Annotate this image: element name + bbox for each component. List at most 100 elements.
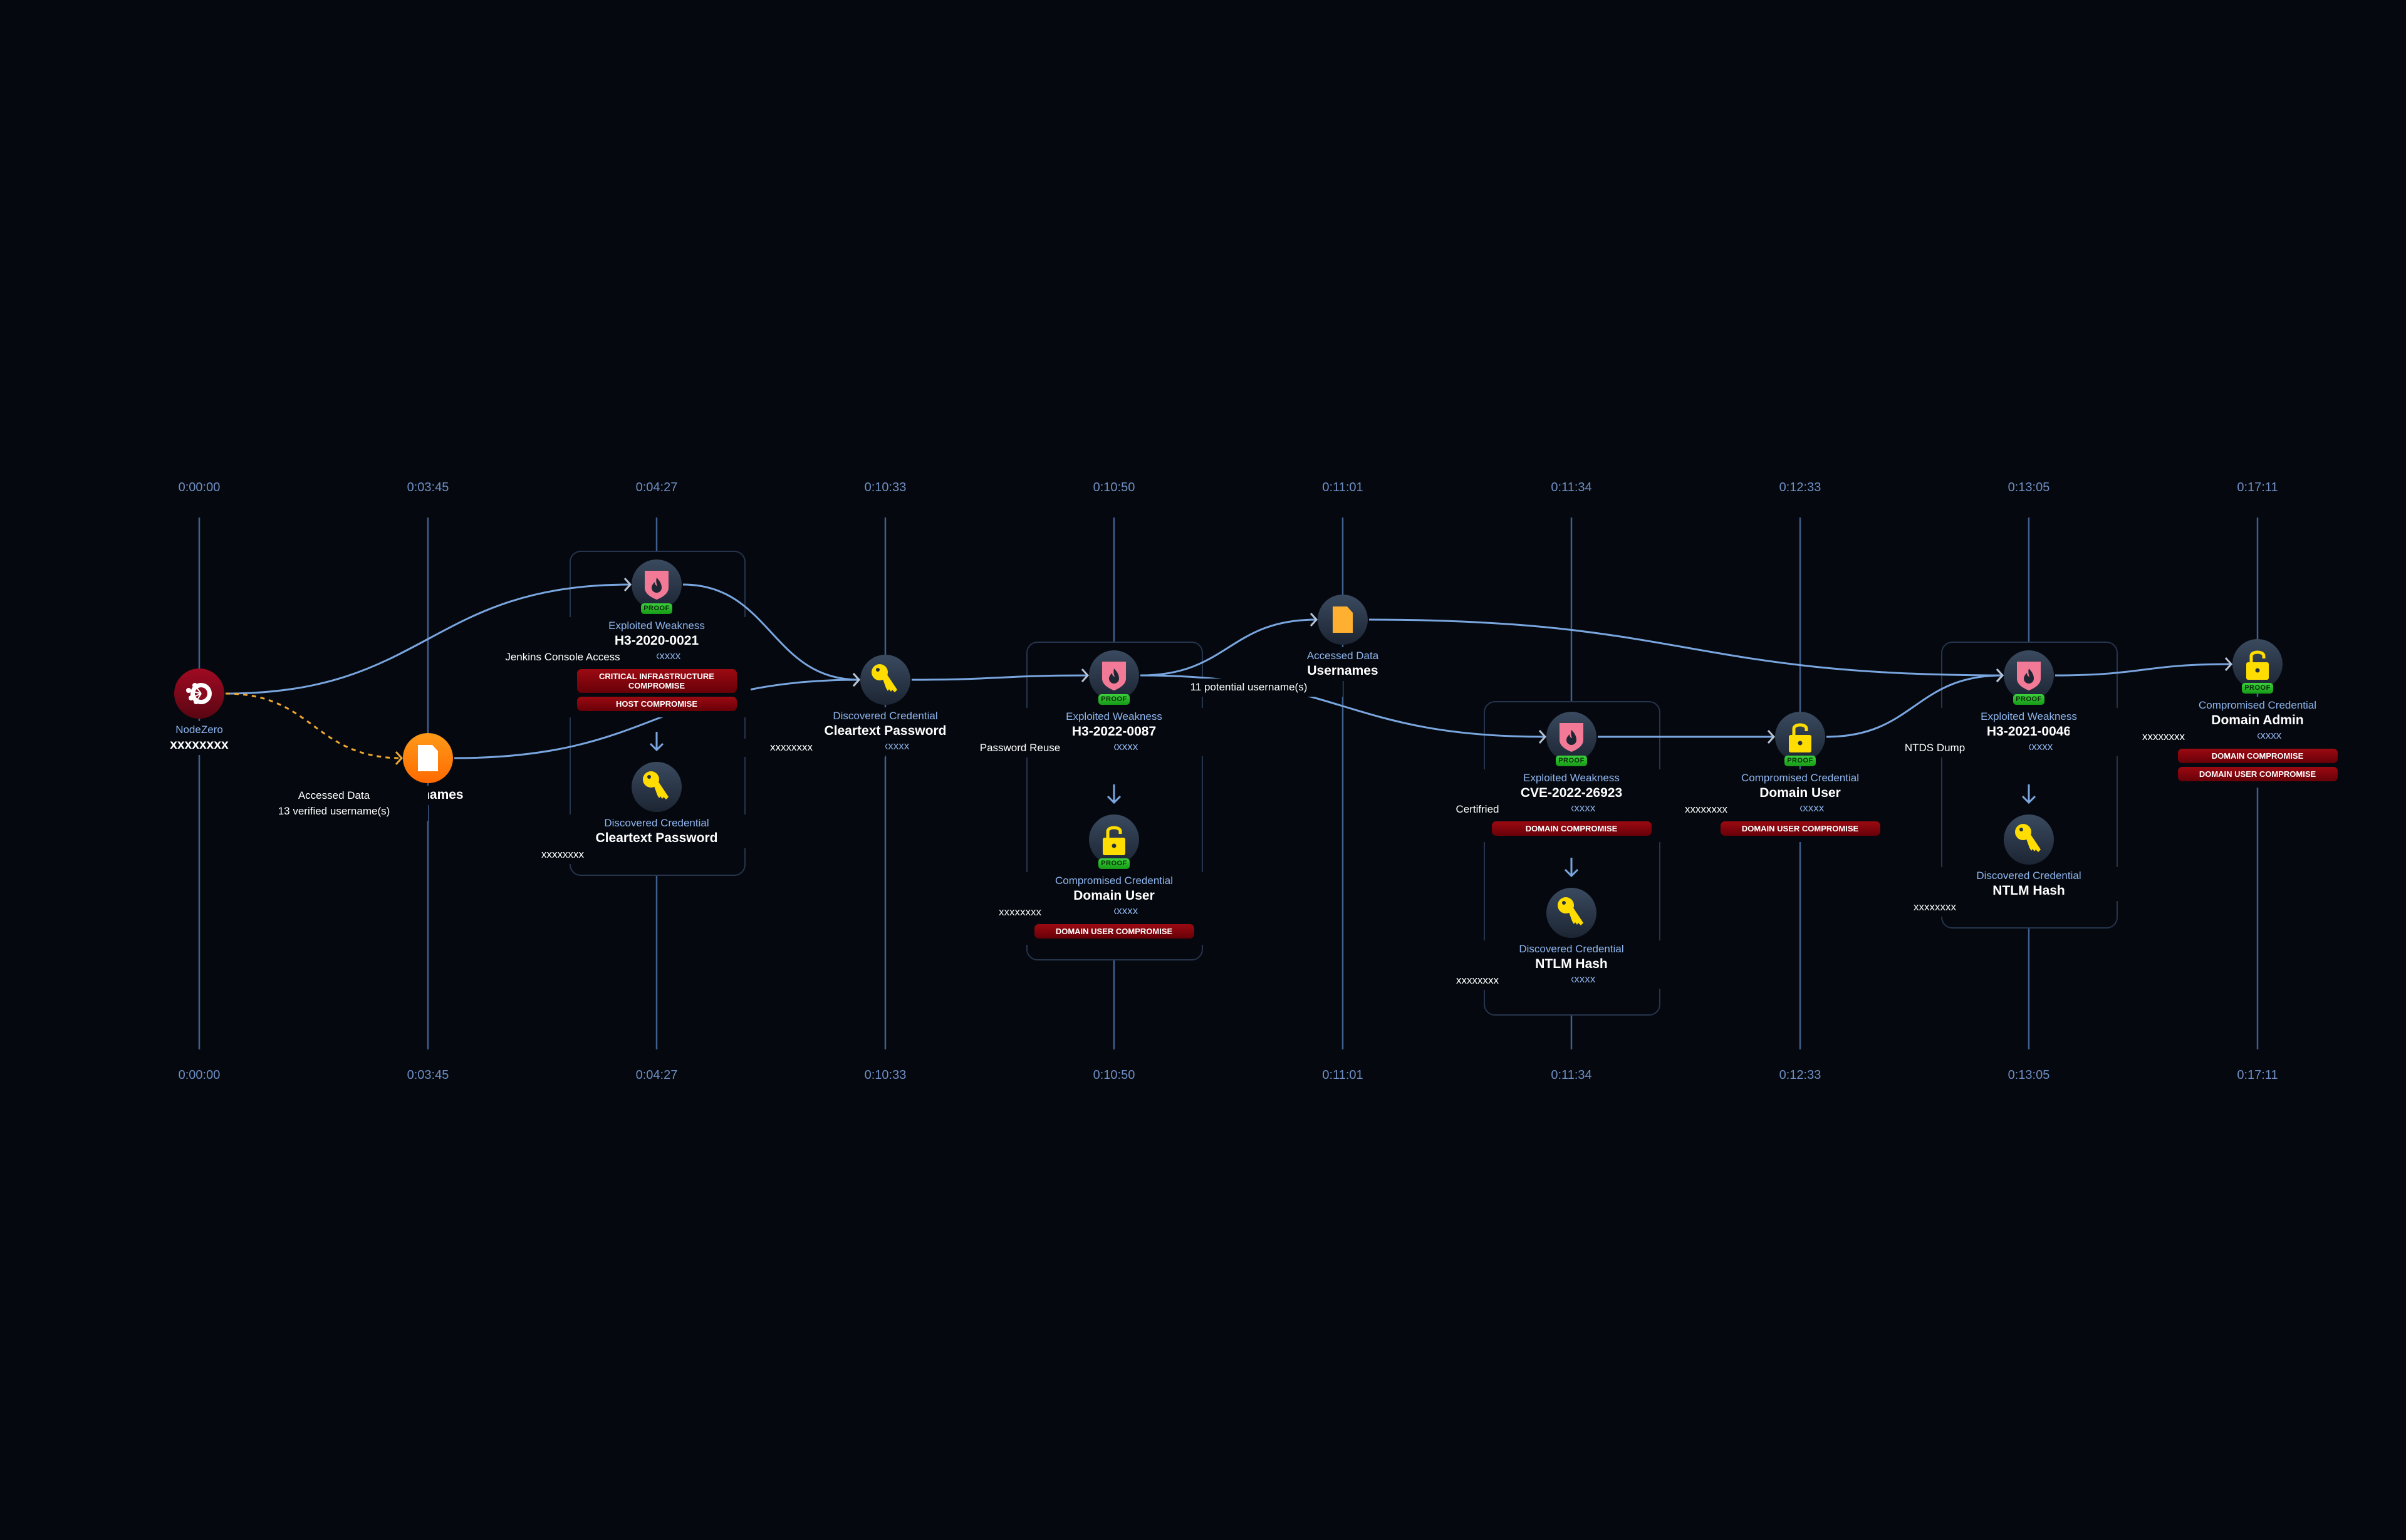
impact-badges: DOMAIN USER COMPROMISE	[1034, 924, 1194, 939]
node-circle[interactable]	[860, 655, 910, 705]
proof-badge[interactable]: PROOF	[1098, 694, 1130, 705]
proof-badge[interactable]: PROOF	[1556, 756, 1587, 766]
node-circle[interactable]	[1775, 712, 1825, 762]
timestamp-top: 0:03:45	[407, 481, 449, 494]
edge-domain-user-2-to-h3-2021-0046[interactable]	[1826, 674, 2003, 738]
node-details: Discovered Credential Cleartext Password x…	[697, 707, 979, 757]
node-category-text: Discovered Credential	[1976, 870, 2081, 882]
arrowhead-icon	[1081, 668, 1090, 683]
node-category-text: Discovered Credential	[833, 710, 938, 722]
timestamp-top: 0:10:33	[864, 481, 907, 494]
node-title-text: H3-2020-0021	[614, 633, 699, 648]
node-title-text: Domain User	[1759, 786, 1841, 800]
shield-flame-icon	[1100, 660, 1128, 691]
timestamp-bottom: 0:10:33	[864, 1068, 907, 1082]
node-circle[interactable]	[403, 733, 453, 783]
node-title-text: H3-2021-0046	[1986, 724, 2071, 739]
node-circle[interactable]	[1318, 595, 1368, 645]
proof-badge[interactable]: PROOF	[1098, 858, 1130, 869]
proof-badge[interactable]: PROOF	[641, 603, 672, 614]
node-text-text: xxxxxxxx	[469, 846, 657, 864]
lock-open-icon	[1100, 823, 1128, 856]
node-title-text: Usernames	[1307, 663, 1378, 678]
arrowhead-icon	[1767, 729, 1776, 744]
node-title-text: NTLM Hash	[1992, 883, 2065, 898]
node-circle[interactable]	[632, 559, 682, 610]
node-circle[interactable]	[2232, 639, 2283, 689]
node-details: Compromised Credential Domain User xxxxxxx…	[1612, 769, 1894, 842]
node-details: Exploited Weakness H3-2022-0087 Password R…	[926, 708, 1208, 757]
timestamp-bottom: 0:04:27	[635, 1068, 678, 1082]
node-category-text: Exploited Weakness	[1523, 772, 1620, 784]
node-details: Accessed DataUsernames13 verified userna…	[240, 786, 522, 821]
node-text-text: xxxxxxxx	[2070, 728, 2258, 746]
arrow-down-icon	[1105, 783, 1123, 808]
node-text-text: xxxxxxxx	[697, 739, 885, 757]
node-circle[interactable]	[1089, 814, 1139, 865]
node-text-text: Password Reuse	[926, 739, 1114, 757]
node-circle[interactable]	[1546, 888, 1596, 938]
timestamp-top: 0:13:05	[2008, 481, 2050, 494]
impact-badge[interactable]: DOMAIN USER COMPROMISE	[1720, 821, 1880, 836]
impact-badge[interactable]: DOMAIN USER COMPROMISE	[2177, 767, 2338, 781]
proof-badge[interactable]: PROOF	[2242, 683, 2273, 694]
node-details: Discovered Credential NTLM Hash xxxxxxxx xx…	[1383, 940, 1665, 990]
node-text-text: NTDS Dump	[1841, 739, 2029, 757]
node-circle[interactable]	[174, 669, 224, 719]
proof-badge[interactable]: PROOF	[1784, 756, 1816, 766]
node-details: Exploited Weakness CVE-2022-26923 Certifri…	[1383, 769, 1665, 842]
node-title-text: xxxxxxxx	[170, 737, 229, 752]
node-title-text: NTLM Hash	[1535, 957, 1608, 971]
key-icon	[2013, 822, 2044, 857]
node-category-text: Discovered Credential	[1519, 943, 1624, 955]
node-category-text: Exploited Weakness	[608, 620, 705, 632]
edge-nodezero-to-h3-2020-0021[interactable]	[225, 583, 631, 695]
file-icon	[416, 743, 440, 773]
node-text-text: 13 verified username(s)	[240, 803, 428, 821]
shield-flame-icon	[1558, 721, 1585, 752]
timestamp-top: 0:10:50	[1093, 481, 1135, 494]
impact-badge[interactable]: CRITICAL INFRASTRUCTURE COMPROMISE	[576, 669, 737, 693]
node-circle[interactable]	[1089, 650, 1139, 700]
edge-h3-2020-0021-to-cleartext-password-2[interactable]	[682, 583, 860, 681]
key-icon	[1556, 895, 1587, 930]
node-text-text: Certifried	[1383, 801, 1571, 819]
node-text-text: 11 potential username(s)	[1155, 679, 1343, 697]
impact-badge[interactable]: DOMAIN COMPROMISE	[1491, 821, 1652, 836]
key-icon	[641, 769, 672, 804]
node-circle[interactable]	[1546, 712, 1596, 762]
edge-cleartext-password-2-to-h3-2022-0087[interactable]	[911, 674, 1088, 681]
timestamp-bottom: 0:03:45	[407, 1068, 449, 1082]
node-text-text: Jenkins Console Access	[469, 648, 657, 667]
nodezero-logo-icon	[184, 678, 215, 709]
timestamp-bottom: 0:13:05	[2008, 1068, 2050, 1082]
timestamp-bottom: 0:00:00	[178, 1068, 221, 1082]
node-details: Discovered Credential Cleartext Password x…	[469, 814, 751, 864]
impact-badge[interactable]: DOMAIN USER COMPROMISE	[1034, 924, 1194, 939]
node-category-text: Accessed Data	[1306, 650, 1379, 662]
edge-usernames-11-to-h3-2021-0046[interactable]	[1368, 618, 2003, 677]
lock-open-icon	[1786, 720, 1814, 754]
node-circle[interactable]	[2004, 814, 2054, 865]
edge-nodezero-to-usernames-13[interactable]	[225, 692, 402, 759]
node-details: NodeZero xxxxxxxx	[105, 721, 293, 755]
timestamp-top: 0:17:11	[2237, 481, 2278, 494]
arrowhead-icon	[395, 751, 404, 766]
node-title-text: Cleartext Password	[824, 724, 947, 738]
arrowhead-icon	[1310, 612, 1318, 627]
timestamp-top: 0:00:00	[178, 481, 221, 494]
timestamp-bottom: 0:10:50	[1093, 1068, 1135, 1082]
node-circle[interactable]	[632, 762, 682, 812]
edge-usernames-13-to-cleartext-password-2[interactable]	[454, 679, 860, 759]
node-text-text: xxxxxxxx	[1612, 801, 1800, 819]
edge-h3-2022-0087-to-usernames-11[interactable]	[1140, 618, 1317, 677]
shield-flame-icon	[643, 569, 670, 600]
impact-badge[interactable]: DOMAIN COMPROMISE	[2177, 749, 2338, 763]
node-details: Compromised Credential Domain User xxxxxxx…	[926, 872, 1208, 945]
node-circle[interactable]	[2004, 650, 2054, 700]
impact-badge[interactable]: HOST COMPROMISE	[576, 697, 737, 711]
edge-h3-2021-0046-to-domain-admin[interactable]	[2054, 663, 2232, 677]
shield-flame-icon	[2015, 660, 2043, 691]
proof-badge[interactable]: PROOF	[2013, 694, 2044, 705]
